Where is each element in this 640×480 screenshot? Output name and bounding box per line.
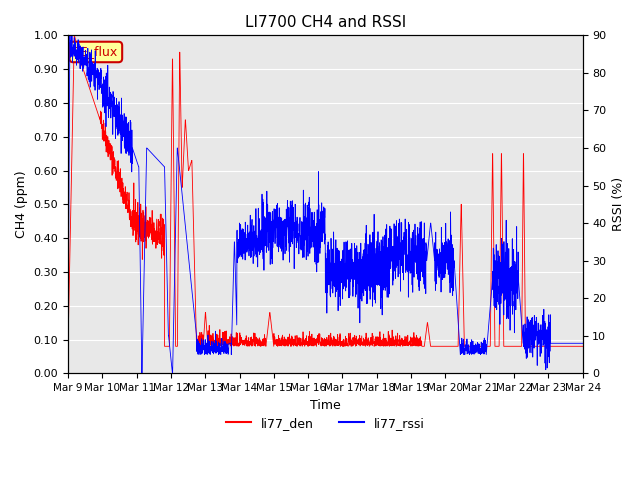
Y-axis label: CH4 (ppm): CH4 (ppm)	[15, 170, 28, 238]
Y-axis label: RSSI (%): RSSI (%)	[612, 177, 625, 231]
Title: LI7700 CH4 and RSSI: LI7700 CH4 and RSSI	[244, 15, 406, 30]
X-axis label: Time: Time	[310, 398, 340, 412]
Legend: li77_den, li77_rssi: li77_den, li77_rssi	[221, 412, 429, 435]
Text: EE_flux: EE_flux	[73, 46, 118, 59]
